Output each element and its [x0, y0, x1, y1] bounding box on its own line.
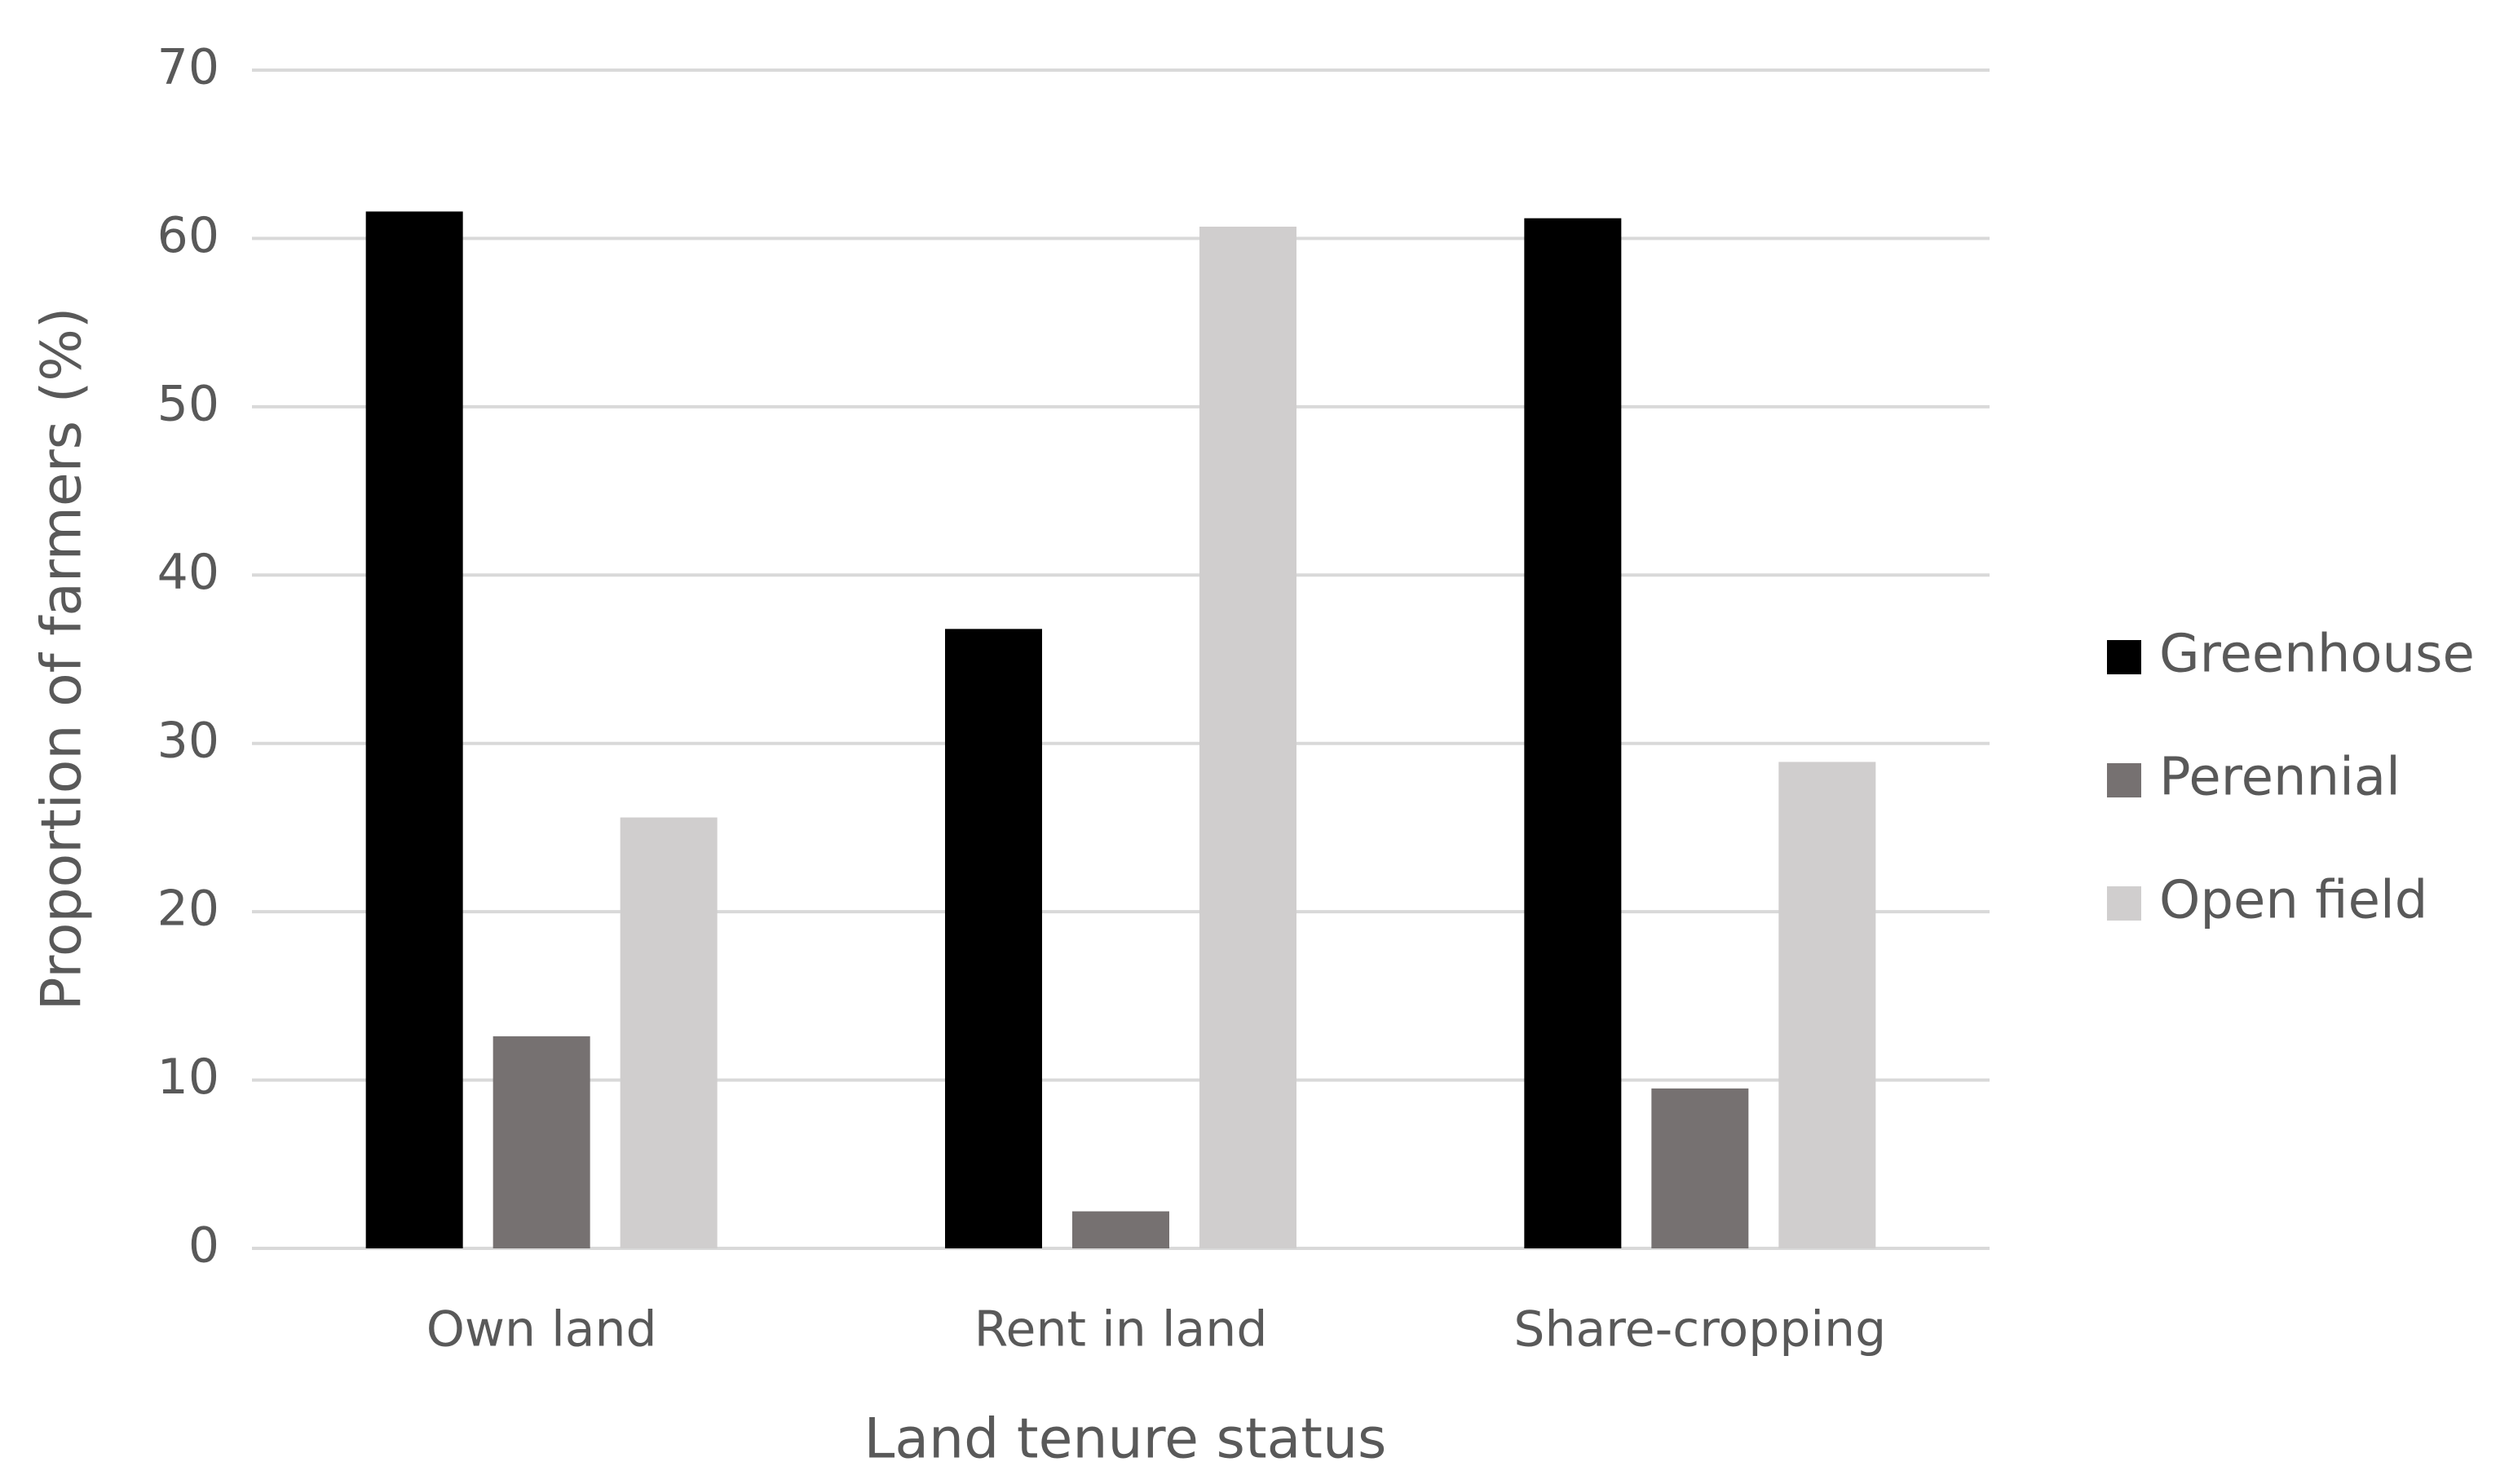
y-tick-label: 30 [157, 712, 219, 769]
x-axis-title: Land tenure status [864, 1407, 1387, 1472]
y-tick-label: 10 [157, 1049, 219, 1106]
y-tick-label: 0 [188, 1217, 219, 1274]
bar [620, 817, 718, 1248]
x-tick-label: Own land [426, 1301, 657, 1358]
legend-swatch [2107, 763, 2141, 797]
y-tick-label: 70 [157, 39, 219, 96]
bar [945, 629, 1042, 1248]
y-axis-title: Proportion of farmers (%) [30, 307, 95, 1011]
x-tick-label: Share-cropping [1513, 1301, 1886, 1358]
legend-label: Open field [2159, 871, 2427, 931]
y-tick-label: 40 [157, 544, 219, 601]
bar [492, 1036, 590, 1248]
bar [1651, 1088, 1749, 1248]
bar [1524, 218, 1622, 1249]
bar [1072, 1211, 1169, 1248]
bar [1778, 762, 1876, 1248]
y-tick-label: 60 [157, 207, 219, 264]
legend-label: Greenhouse [2159, 625, 2475, 685]
x-tick-label: Rent in land [974, 1301, 1268, 1358]
legend-swatch [2107, 886, 2141, 921]
bar [1199, 226, 1296, 1249]
y-tick-label: 50 [157, 375, 219, 432]
y-tick-label: 20 [157, 881, 219, 938]
legend-swatch [2107, 640, 2141, 674]
legend-label: Perennial [2159, 748, 2401, 808]
bar [365, 211, 463, 1248]
